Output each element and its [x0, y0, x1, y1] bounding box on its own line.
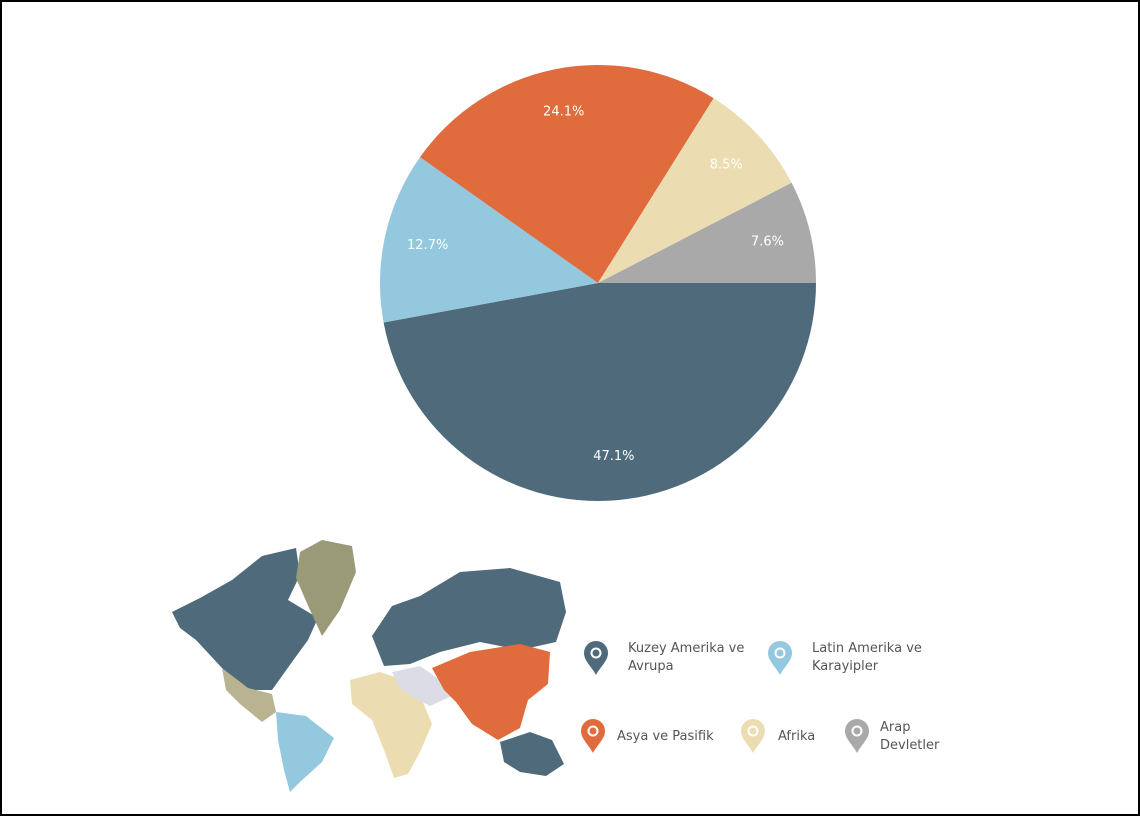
slice-label: 47.1%	[593, 449, 634, 464]
legend-pin	[584, 641, 608, 675]
map-greenland	[296, 540, 356, 636]
map-north-america	[172, 548, 318, 690]
map-central-america	[222, 668, 276, 722]
map-europe-russia	[372, 568, 566, 666]
map-south-america	[276, 712, 334, 792]
map-asia-pacific	[432, 644, 550, 740]
pin-dot	[776, 649, 784, 657]
pin-dot	[749, 727, 757, 735]
legend-pin	[845, 719, 869, 753]
legend-label: Arap Devletler	[880, 720, 940, 753]
slice-label: 12.7%	[407, 238, 448, 253]
legend-label: Asya ve Pasifik	[617, 729, 714, 744]
slice-label: 7.6%	[751, 234, 784, 249]
pie-slice	[598, 182, 816, 283]
slice-label: 8.5%	[710, 157, 743, 172]
pie-slice	[383, 283, 816, 501]
pie-slice	[380, 157, 598, 323]
legend-pin	[741, 719, 765, 753]
legend-pin	[768, 641, 792, 675]
map-arab-states	[392, 666, 452, 706]
world-map	[172, 540, 566, 792]
map-australia	[500, 732, 564, 776]
pin-dot	[589, 727, 597, 735]
pin-dot	[853, 727, 861, 735]
slice-label: 24.1%	[543, 105, 584, 120]
pie-slice	[420, 64, 714, 283]
pie-slice	[598, 98, 792, 283]
legend-pin	[581, 719, 605, 753]
legend-label: Afrika	[778, 729, 816, 744]
map-africa	[350, 672, 432, 778]
pin-dot	[592, 649, 600, 657]
legend-label: Kuzey Amerika ve Avrupa	[628, 641, 745, 674]
legend-label: Latin Amerika ve Karayipler	[812, 641, 922, 674]
